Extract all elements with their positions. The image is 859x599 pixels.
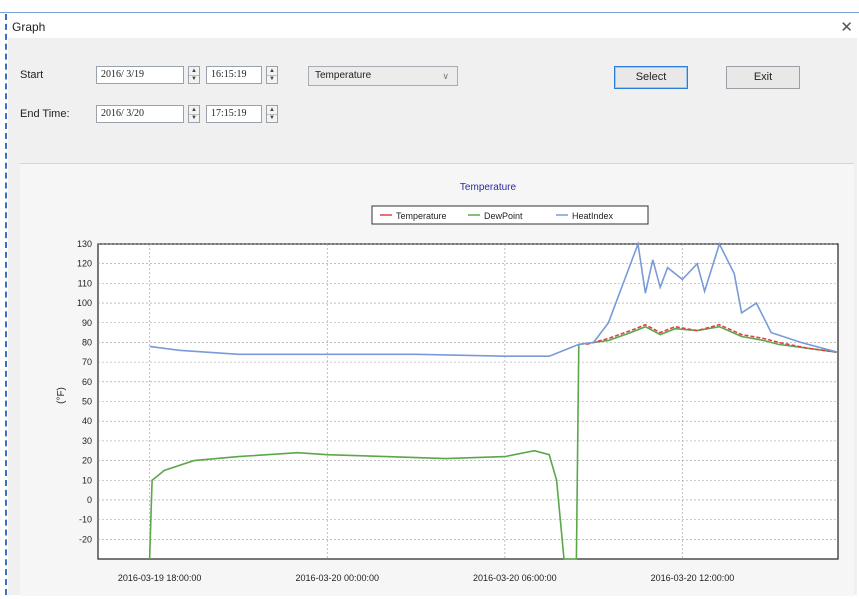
series-line-dewpoint: [148, 325, 838, 560]
y-tick-label: 20: [82, 456, 92, 466]
start-time-spinner[interactable]: ▲ ▼: [266, 66, 278, 84]
x-tick-label: 2016-03-20 00:00:00: [295, 573, 379, 583]
end-time-label: End Time:: [20, 108, 70, 120]
spinner-up-icon[interactable]: ▲: [267, 106, 277, 115]
select-button[interactable]: Select: [614, 66, 688, 89]
end-date-field[interactable]: 2016/ 3/20: [96, 105, 184, 123]
legend-label-heatindex: HeatIndex: [572, 211, 614, 221]
y-tick-label: 90: [82, 318, 92, 328]
y-tick-label: 40: [82, 416, 92, 426]
start-time-field[interactable]: 16:15:19: [206, 66, 262, 84]
exit-button[interactable]: Exit: [726, 66, 800, 89]
spinner-up-icon[interactable]: ▲: [267, 67, 277, 76]
y-tick-label: 110: [78, 278, 92, 288]
spinner-down-icon[interactable]: ▼: [269, 115, 275, 121]
window-top-border: [0, 12, 859, 13]
spinner-up-icon[interactable]: ▲: [189, 106, 199, 115]
spinner-up-icon[interactable]: ▲: [189, 67, 199, 76]
spinner-down-icon[interactable]: ▼: [191, 115, 197, 121]
y-tick-label: 100: [77, 298, 92, 308]
y-tick-label: -20: [79, 534, 92, 544]
chevron-down-icon[interactable]: ∨: [442, 71, 449, 81]
chart-panel: Temperature Temperature DewPoint HeatIndex 1…: [20, 163, 854, 596]
close-icon[interactable]: ✕: [840, 19, 853, 36]
series-line-heatindex: [149, 240, 839, 357]
x-tick-label: 2016-03-20 12:00:00: [651, 573, 735, 583]
measurement-select-value: Temperature: [315, 70, 372, 81]
chart-legend: [371, 205, 649, 225]
x-tick-label: 2016-03-19 18:00:00: [118, 573, 202, 583]
y-tick-label: 120: [77, 259, 92, 269]
end-time-field[interactable]: 17:15:19: [206, 105, 262, 123]
y-tick-label: -10: [79, 515, 92, 525]
temperature-chart: Temperature Temperature DewPoint HeatIndex 1…: [56, 182, 839, 583]
start-date-field[interactable]: 2016/ 3/19: [96, 66, 184, 84]
y-tick-label: 80: [82, 337, 92, 347]
y-tick-label: 0: [87, 495, 92, 505]
graph-window: Graph ✕ Start End Time: 2016/ 3/19 ▲ ▼ 1…: [8, 14, 857, 596]
window-title: Graph: [12, 20, 46, 34]
y-tick-label: 70: [82, 357, 92, 367]
measurement-select[interactable]: Temperature ∨: [308, 66, 458, 86]
spinner-down-icon[interactable]: ▼: [269, 76, 275, 82]
y-tick-label: 130: [77, 239, 92, 249]
chart-title: Temperature: [460, 182, 517, 193]
y-tick-label: 50: [82, 397, 92, 407]
y-tick-label: 10: [82, 475, 92, 485]
legend-label-dewpoint: DewPoint: [484, 211, 523, 221]
y-tick-label: 60: [82, 377, 92, 387]
y-tick-label: 30: [82, 436, 92, 446]
x-tick-label: 2016-03-20 06:00:00: [473, 573, 557, 583]
title-bar[interactable]: Graph ✕: [8, 14, 857, 38]
series-line-temperature: [585, 323, 838, 354]
legend-label-temperature: Temperature: [396, 211, 447, 221]
end-time-spinner[interactable]: ▲ ▼: [266, 105, 278, 123]
start-label: Start: [20, 69, 44, 81]
start-date-spinner[interactable]: ▲ ▼: [188, 66, 200, 84]
spinner-down-icon[interactable]: ▼: [191, 76, 197, 82]
y-axis-label: (°F): [56, 387, 67, 404]
window-left-border: [5, 14, 7, 595]
end-date-spinner[interactable]: ▲ ▼: [188, 105, 200, 123]
